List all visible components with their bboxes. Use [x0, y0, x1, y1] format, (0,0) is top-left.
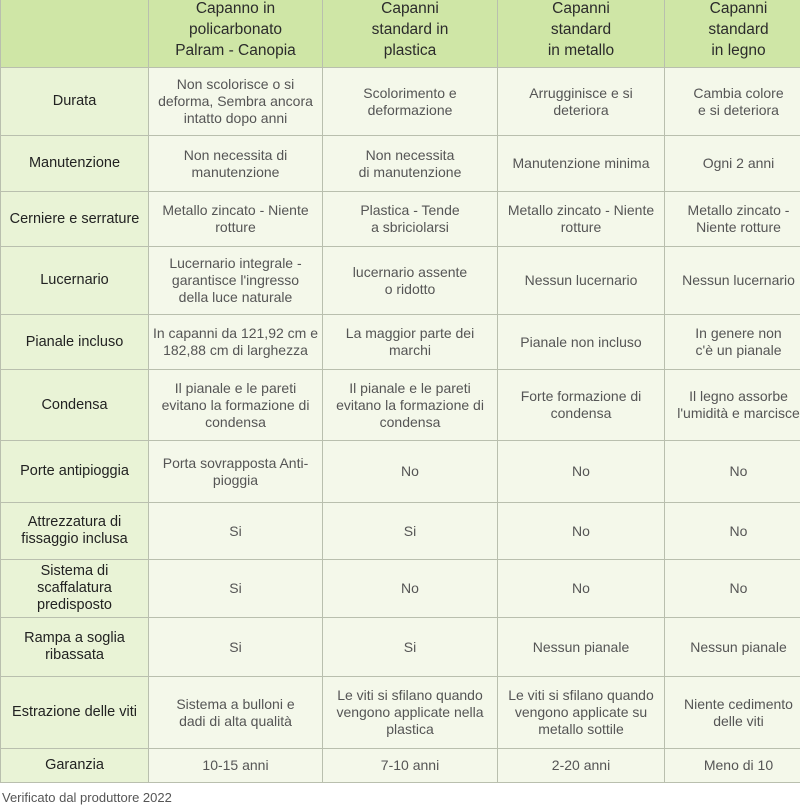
table-cell: Plastica - Tende a sbriciolarsi [323, 192, 498, 247]
table-cell: Sistema a bulloni e dadi di alta qualità [149, 677, 323, 749]
column-header: Capanni standard in plastica [323, 0, 498, 68]
corner-cell [1, 0, 149, 68]
row-header: Rampa a soglia ribassata [1, 618, 149, 677]
table-cell: Il pianale e le pareti evitano la formaz… [323, 370, 498, 441]
table-cell: Nessun lucernario [665, 247, 800, 315]
table-cell: Si [149, 503, 323, 560]
row-header: Manutenzione [1, 136, 149, 192]
table-cell: Si [149, 560, 323, 618]
table-wrap: Capanno in policarbonato Palram - Canopi… [0, 0, 800, 783]
row-header: Pianale incluso [1, 315, 149, 370]
table-cell: Forte formazione di condensa [498, 370, 665, 441]
table-cell: 2-20 anni [498, 749, 665, 783]
table-cell: Arrugginisce e si deteriora [498, 68, 665, 136]
table-cell: Cambia colore e si deteriora [665, 68, 800, 136]
table-cell: No [498, 441, 665, 503]
table-cell: No [665, 503, 800, 560]
table-cell: La maggior parte dei marchi [323, 315, 498, 370]
table-cell: Metallo zincato - Niente rotture [498, 192, 665, 247]
row-header: Durata [1, 68, 149, 136]
column-header: Capanni standard in metallo [498, 0, 665, 68]
table-cell: Si [323, 503, 498, 560]
footer-note: Verificato dal produttore 2022 [2, 790, 172, 805]
table-cell: No [665, 441, 800, 503]
table-cell: 10-15 anni [149, 749, 323, 783]
table-cell: No [665, 560, 800, 618]
table-cell: No [323, 560, 498, 618]
table-cell: Nessun pianale [665, 618, 800, 677]
table-cell: Pianale non incluso [498, 315, 665, 370]
comparison-table: Capanno in policarbonato Palram - Canopi… [0, 0, 800, 783]
row-header: Estrazione delle viti [1, 677, 149, 749]
table-cell: No [498, 503, 665, 560]
table-cell: Le viti si sfilano quando vengono applic… [498, 677, 665, 749]
table-cell: Porta sovrapposta Anti- pioggia [149, 441, 323, 503]
row-header: Attrezzatura di fissaggio inclusa [1, 503, 149, 560]
table-cell: Ogni 2 anni [665, 136, 800, 192]
table-cell: Non necessita di manutenzione [323, 136, 498, 192]
column-header: Capanno in policarbonato Palram - Canopi… [149, 0, 323, 68]
row-header: Condensa [1, 370, 149, 441]
table-cell: lucernario assente o ridotto [323, 247, 498, 315]
table-cell: Nessun lucernario [498, 247, 665, 315]
table-cell: In capanni da 121,92 cm e 182,88 cm di l… [149, 315, 323, 370]
table-cell: Il pianale e le pareti evitano la formaz… [149, 370, 323, 441]
table-cell: Si [149, 618, 323, 677]
table-cell: Il legno assorbe l'umidità e marcisce [665, 370, 800, 441]
table-cell: Lucernario integrale - garantisce l'ingr… [149, 247, 323, 315]
column-header: Capanni standard in legno [665, 0, 800, 68]
table-cell: Scolorimento e deformazione [323, 68, 498, 136]
row-header: Lucernario [1, 247, 149, 315]
table-cell: Metallo zincato - Niente rotture [149, 192, 323, 247]
table-cell: Le viti si sfilano quando vengono applic… [323, 677, 498, 749]
table-cell: Nessun pianale [498, 618, 665, 677]
table-cell: 7-10 anni [323, 749, 498, 783]
row-header: Garanzia [1, 749, 149, 783]
table-cell: Meno di 10 [665, 749, 800, 783]
table-cell: Metallo zincato - Niente rotture [665, 192, 800, 247]
table-cell: Manutenzione minima [498, 136, 665, 192]
header-row: Capanno in policarbonato Palram - Canopi… [1, 0, 800, 68]
table-cell: In genere non c'è un pianale [665, 315, 800, 370]
table-cell: Niente cedimento delle viti [665, 677, 800, 749]
row-header: Cerniere e serrature [1, 192, 149, 247]
row-header: Sistema di scaffalatura predisposto [1, 560, 149, 618]
table-cell: Non scolorisce o si deforma, Sembra anco… [149, 68, 323, 136]
table-cell: No [498, 560, 665, 618]
table-cell: Si [323, 618, 498, 677]
table-cell: No [323, 441, 498, 503]
row-header: Porte antipioggia [1, 441, 149, 503]
table-cell: Non necessita di manutenzione [149, 136, 323, 192]
